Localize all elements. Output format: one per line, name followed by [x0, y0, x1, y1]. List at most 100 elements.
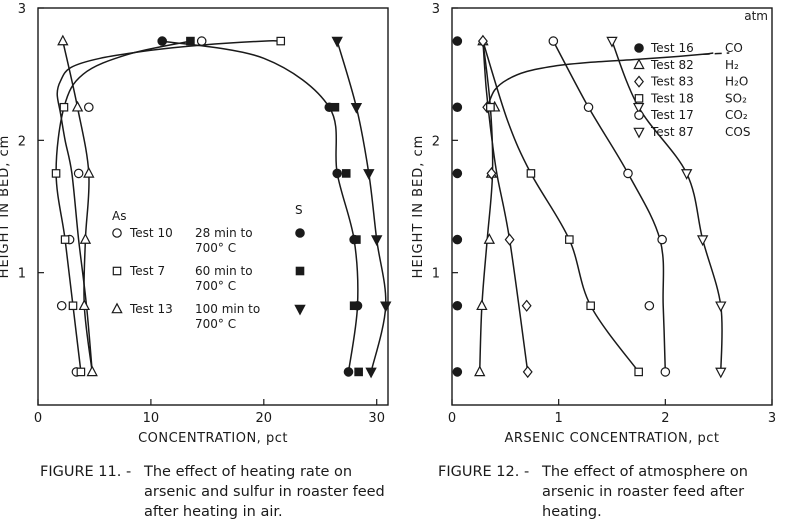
curve-top-envelope: [487, 52, 714, 105]
legend-marker-s: [295, 228, 305, 238]
data-point-test-18-so: [565, 235, 574, 244]
data-point-test-7-s: [330, 102, 340, 112]
legend-marker-s: [294, 304, 306, 316]
data-point-test-16-co: [452, 102, 463, 113]
legend-condition: 100 min to: [195, 302, 260, 316]
x-axis-label: ARSENIC CONCENTRATION, pct: [504, 431, 719, 446]
legend-atm-label: SO₂: [725, 91, 747, 105]
data-point-test-7-s: [349, 301, 359, 311]
legend-condition-2: 700° C: [195, 241, 236, 255]
data-point-test-7-s: [354, 367, 363, 377]
legend-marker-cos: [633, 127, 645, 139]
legend-test-label: Test 17: [650, 108, 694, 122]
curve-co2: [552, 40, 667, 372]
curve-s-outer: [336, 40, 387, 373]
legend-condition: 60 min to: [195, 264, 253, 278]
legend-condition-2: 700° C: [195, 279, 236, 293]
data-point-test-18-so: [526, 169, 536, 178]
legend-atm-label: CO₂: [725, 108, 748, 122]
data-point-test-16-co: [452, 300, 463, 311]
y-axis-label: HEIGHT IN BED, cm: [411, 135, 426, 279]
legend-marker-as: [112, 266, 122, 276]
legend-test-label: Test 18: [650, 91, 694, 105]
data-point-test-82-h: [474, 365, 486, 377]
data-point-test-13-as: [57, 34, 69, 46]
data-point-test-7-as: [51, 169, 61, 178]
figure-11-label: FIGURE 11. -: [40, 464, 132, 480]
data-point-test-87-cos: [606, 36, 618, 48]
data-point-test-87-cos: [680, 169, 693, 180]
legend-marker-s: [295, 266, 305, 276]
legend-marker-co: [634, 43, 644, 53]
legend-test-label: Test 7: [129, 264, 165, 278]
data-point-test-17-co: [660, 367, 671, 377]
data-point-test-17-co: [583, 102, 594, 113]
data-point-test-13-s: [371, 235, 383, 247]
data-point-test-7-as: [68, 301, 78, 311]
chart-2: 0 1 2 3 1 2 3 ARSENIC CONCENTRATION, pct HEIGHT …: [411, 2, 776, 446]
data-point-test-10-as: [84, 102, 94, 113]
y-tick-label: 3: [432, 2, 440, 17]
data-point-test-7-as: [76, 367, 86, 377]
legend-marker-as: [112, 228, 122, 238]
data-point-test-7-as: [59, 102, 69, 112]
data-point-test-16-co: [452, 234, 463, 245]
legend-condition: 28 min to: [195, 226, 253, 240]
legend-atm-label: CO: [725, 41, 743, 55]
curve-h2o: [482, 41, 529, 373]
y-axis-label: HEIGHT IN BED, cm: [0, 135, 12, 279]
data-point-test-13-s: [350, 102, 363, 114]
data-point-test-10-as: [73, 168, 84, 179]
data-point-test-82-h: [483, 233, 496, 244]
x-tick-label: 10: [143, 411, 160, 426]
figure-12-caption-text: The effect of atmosphere on arsenic in r…: [542, 464, 748, 520]
curve-top-envelope-dashed: [702, 52, 730, 56]
data-point-test-13-as: [79, 233, 92, 244]
data-point-test-17-co: [548, 36, 559, 46]
data-point-test-83-h-o: [522, 365, 533, 379]
data-point-test-13-as: [78, 299, 90, 311]
data-point-test-83-h-o: [486, 167, 497, 180]
curve-as-envelope: [56, 40, 281, 372]
data-point-test-10-s: [343, 367, 354, 377]
x-tick-label: 20: [256, 411, 273, 426]
data-point-test-87-cos: [632, 102, 645, 114]
data-point-test-13-as: [71, 100, 84, 112]
legend-test-label: Test 87: [650, 125, 694, 139]
curve-so2: [482, 40, 640, 373]
legend-atm-label: H₂O: [725, 75, 748, 89]
data-point-test-16-co: [452, 367, 463, 377]
curve-s-inner: [162, 40, 359, 373]
y-tick-label: 2: [432, 134, 440, 149]
data-point-test-83-h-o: [477, 34, 488, 48]
x-tick-label: 2: [661, 411, 669, 426]
x-tick-label: 0: [34, 411, 42, 426]
legend-test-label: Test 10: [129, 226, 173, 240]
figure-12-label: FIGURE 12. -: [438, 464, 530, 480]
data-point-test-7-s: [186, 36, 195, 46]
data-point-test-10-s: [157, 36, 167, 46]
y-tick-label: 1: [432, 267, 440, 282]
legend-test-label: Test 16: [650, 41, 694, 55]
data-point-test-13-s: [363, 169, 375, 180]
data-point-test-13-s: [380, 301, 392, 313]
plot-frame: [37, 7, 389, 406]
y-tick-label: 3: [18, 2, 26, 17]
chart-1: 0 10 20 30 1 2 3 CONCENTRATION, pct HEIGHT IN BE…: [0, 2, 392, 446]
data-point-test-7-as: [276, 36, 286, 46]
legend-marker-h-o: [634, 75, 644, 88]
y-tick-label: 1: [18, 267, 26, 282]
data-point-test-17-co: [657, 234, 667, 245]
data-point-test-17-co: [644, 300, 655, 311]
data-point-test-87-cos: [715, 301, 727, 313]
legend-marker-co: [634, 110, 644, 120]
curve-as-test13: [62, 40, 93, 372]
figure-11-caption-text: The effect of heating rate on arsenic an…: [144, 464, 385, 520]
data-point-test-83-h-o: [521, 299, 532, 312]
legend-marker-so: [634, 94, 644, 103]
y-tick-label: 2: [18, 134, 26, 149]
data-point-test-18-so: [586, 301, 595, 311]
data-point-test-83-h-o: [504, 233, 515, 246]
legend-atm-label: H₂: [725, 58, 739, 72]
